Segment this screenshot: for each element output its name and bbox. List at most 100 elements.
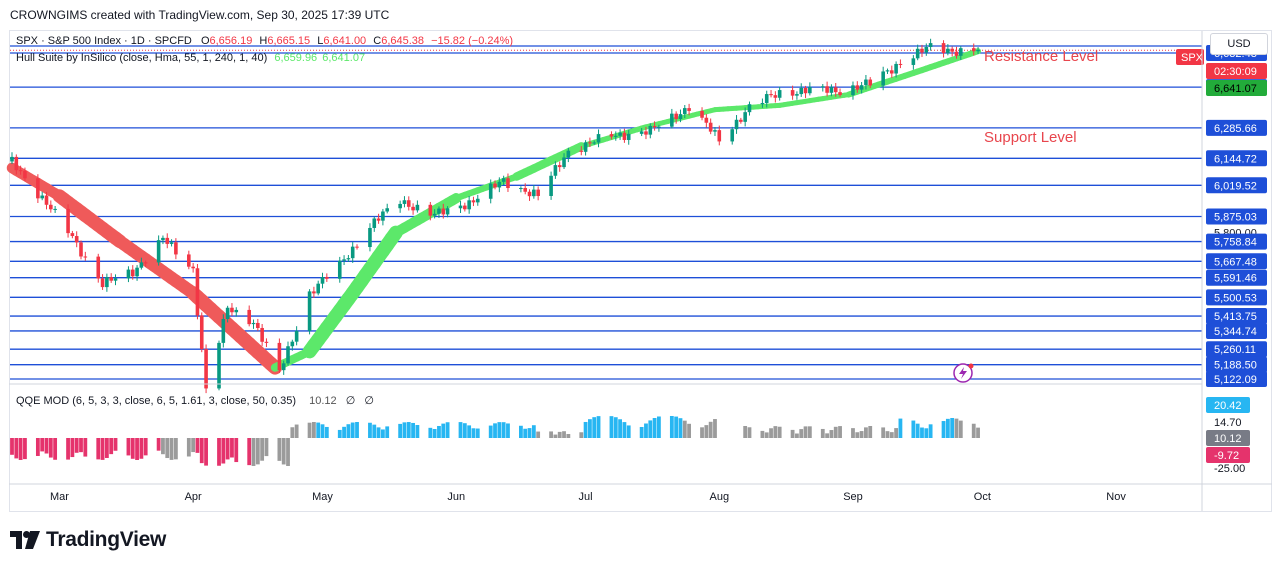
- qqe-bar: [18, 438, 23, 460]
- candle-body: [14, 156, 19, 171]
- candle-body: [161, 237, 165, 241]
- qqe-bar: [820, 428, 825, 438]
- candle-body: [376, 218, 381, 221]
- candle-body: [924, 47, 929, 53]
- candle-body: [588, 142, 592, 144]
- candle-body: [803, 87, 808, 94]
- ohlc-high-label: H: [259, 35, 268, 47]
- qqe-bar: [411, 422, 415, 438]
- candle-body: [713, 130, 717, 132]
- qqe-bar: [657, 416, 661, 438]
- qqe-bar: [255, 438, 260, 465]
- candle-body: [398, 203, 402, 209]
- candle-body: [445, 208, 450, 215]
- candle-body: [10, 156, 14, 162]
- qqe-bar: [109, 438, 114, 455]
- hull-indicator-name[interactable]: Hull Suite by InSilico (close, Hma, 55, …: [16, 52, 268, 64]
- qqe-bar: [536, 431, 541, 438]
- candle-body: [264, 341, 269, 343]
- candle-body: [670, 113, 674, 127]
- candle-body: [458, 205, 463, 209]
- qqe-bar: [855, 432, 860, 438]
- qqe-bar: [644, 423, 648, 438]
- qqe-indicator-name[interactable]: QQE MOD (6, 5, 3, 3, close, 6, 5, 1.61, …: [16, 395, 297, 407]
- candle-body: [497, 181, 502, 188]
- qqe-bar: [35, 438, 40, 456]
- candle-body: [743, 112, 747, 122]
- candle-body: [247, 309, 251, 325]
- qqe-bar: [281, 438, 286, 465]
- symbol-label[interactable]: SPX · S&P 500 Index · 1D · SPCFD: [16, 35, 192, 47]
- candle-body: [126, 269, 131, 279]
- qqe-bar: [743, 426, 748, 438]
- qqe-bar: [441, 423, 446, 438]
- qqe-bar: [320, 424, 325, 438]
- qqe-bar: [307, 422, 312, 438]
- candle-body: [920, 48, 924, 53]
- qqe-bar: [924, 428, 929, 438]
- qqe-bar: [372, 424, 377, 438]
- price-level-tag: [1206, 308, 1267, 325]
- qqe-bar: [135, 438, 139, 460]
- qqe-bar: [14, 438, 19, 459]
- qqe-bar: [337, 429, 342, 438]
- qqe-bar: [316, 422, 321, 438]
- current-price-tag: [1206, 80, 1267, 96]
- qqe-bar: [113, 438, 118, 451]
- qqe-bar: [199, 438, 204, 464]
- price-level-tag: [1206, 269, 1267, 286]
- time-tick-label: Jun: [447, 491, 465, 503]
- candle-body: [592, 142, 597, 144]
- resistance-label: Resistance Level: [984, 48, 1098, 65]
- qqe-bar: [368, 422, 372, 438]
- ohlc-open-label: O: [200, 35, 210, 47]
- qqe-bar: [803, 426, 808, 438]
- qqe-bar: [588, 419, 592, 438]
- candle-body: [70, 233, 75, 237]
- flash-icon[interactable]: [953, 363, 974, 383]
- qqe-bar: [290, 427, 295, 438]
- candle-body: [769, 94, 773, 96]
- ohlc-high: 6,665.15: [267, 35, 311, 47]
- qqe-bar: [497, 422, 502, 438]
- qqe-bar: [380, 429, 385, 438]
- qqe-bar: [173, 438, 178, 460]
- candle-body: [648, 125, 653, 135]
- qqe-bar: [437, 425, 441, 438]
- candle-body: [859, 85, 864, 90]
- qqe-bar: [911, 420, 916, 438]
- candle-body: [316, 283, 321, 294]
- price-level-label: 5,667.48: [1214, 256, 1257, 268]
- chart-header: CROWNGIMS created with TradingView.com, …: [10, 8, 390, 22]
- hull-value-2: 6,641.07: [322, 52, 366, 64]
- qqe-bar: [648, 420, 653, 438]
- qqe-bar: [553, 434, 558, 438]
- candle-body: [855, 85, 860, 90]
- candle-body: [739, 119, 743, 122]
- support-label: Support Level: [984, 129, 1077, 146]
- qqe-bar: [126, 438, 131, 456]
- hull-band: [6, 48, 982, 375]
- qqe-bar: [704, 425, 709, 438]
- tradingview-logo[interactable]: TradingView: [10, 528, 166, 552]
- candle-body: [325, 277, 329, 279]
- qqe-bar: [708, 421, 713, 438]
- candle-body: [372, 218, 377, 228]
- currency-selector[interactable]: USD: [1210, 33, 1268, 55]
- candle-body: [881, 71, 885, 86]
- candle-body: [928, 43, 933, 48]
- time-tick-label: Sep: [843, 491, 863, 503]
- horizontal-levels: [10, 45, 1202, 380]
- candle-body: [251, 322, 256, 325]
- qqe-bar: [976, 427, 980, 438]
- ohlc-low: 6,641.00: [323, 35, 367, 47]
- candle-body: [475, 198, 480, 203]
- candle-body: [66, 208, 70, 234]
- qqe-bar: [868, 426, 873, 438]
- qqe-bar: [613, 417, 618, 438]
- candle-body: [105, 277, 109, 288]
- qqe-bar: [104, 438, 109, 458]
- price-level-tag: [1206, 253, 1267, 270]
- candle-body: [488, 183, 493, 199]
